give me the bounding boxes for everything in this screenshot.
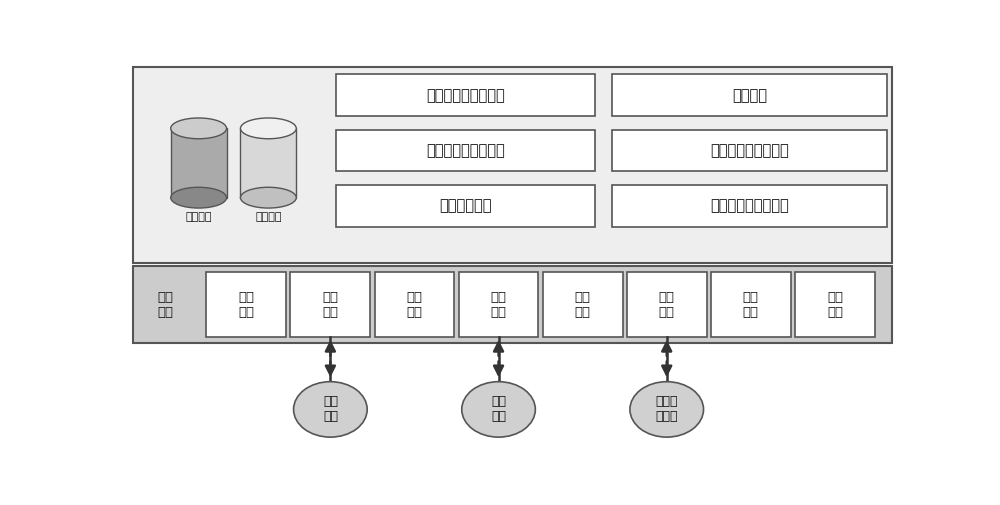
Ellipse shape: [294, 382, 367, 437]
FancyBboxPatch shape: [206, 272, 286, 337]
Ellipse shape: [240, 118, 296, 139]
FancyBboxPatch shape: [336, 130, 595, 172]
FancyBboxPatch shape: [612, 74, 887, 116]
Text: 分布式光伏运行控制: 分布式光伏运行控制: [710, 198, 789, 214]
Text: 分布式光伏发电预测: 分布式光伏发电预测: [710, 143, 789, 158]
FancyBboxPatch shape: [543, 272, 623, 337]
FancyBboxPatch shape: [627, 272, 707, 337]
FancyBboxPatch shape: [133, 67, 892, 263]
FancyBboxPatch shape: [133, 266, 892, 343]
Text: 曲线
工具: 曲线 工具: [827, 291, 843, 319]
FancyBboxPatch shape: [612, 185, 887, 227]
Ellipse shape: [171, 187, 227, 208]
Text: 气象
数据: 气象 数据: [491, 395, 506, 423]
FancyBboxPatch shape: [336, 185, 595, 227]
FancyBboxPatch shape: [711, 272, 791, 337]
Text: 分布式光伏数据分析: 分布式光伏数据分析: [426, 143, 505, 158]
Ellipse shape: [630, 382, 704, 437]
FancyBboxPatch shape: [290, 272, 370, 337]
Text: 负荷预测: 负荷预测: [732, 88, 767, 103]
Text: 采样
功能: 采样 功能: [322, 291, 338, 319]
FancyBboxPatch shape: [336, 74, 595, 116]
Text: 支撑
平台: 支撑 平台: [157, 291, 173, 319]
Text: 系统
管理: 系统 管理: [575, 291, 591, 319]
Ellipse shape: [240, 187, 296, 208]
Polygon shape: [240, 128, 296, 197]
Polygon shape: [171, 128, 227, 197]
Text: 数据
存储: 数据 存储: [659, 291, 675, 319]
Text: 无线
公网: 无线 公网: [323, 395, 338, 423]
FancyBboxPatch shape: [795, 272, 875, 337]
Text: 实时数据: 实时数据: [255, 212, 282, 222]
FancyBboxPatch shape: [612, 130, 887, 172]
Ellipse shape: [171, 118, 227, 139]
Text: 告警
功能: 告警 功能: [406, 291, 422, 319]
Text: 历史数据: 历史数据: [185, 212, 212, 222]
Text: 分布式
光伏点: 分布式 光伏点: [655, 395, 678, 423]
Ellipse shape: [462, 382, 535, 437]
Text: 数据
维护: 数据 维护: [238, 291, 254, 319]
Text: 分布式电源运行监视: 分布式电源运行监视: [426, 88, 505, 103]
Text: 发布
功能: 发布 功能: [491, 291, 507, 319]
FancyBboxPatch shape: [459, 272, 538, 337]
Text: 电能质量监视: 电能质量监视: [439, 198, 492, 214]
FancyBboxPatch shape: [375, 272, 454, 337]
Text: 报表
功能: 报表 功能: [743, 291, 759, 319]
